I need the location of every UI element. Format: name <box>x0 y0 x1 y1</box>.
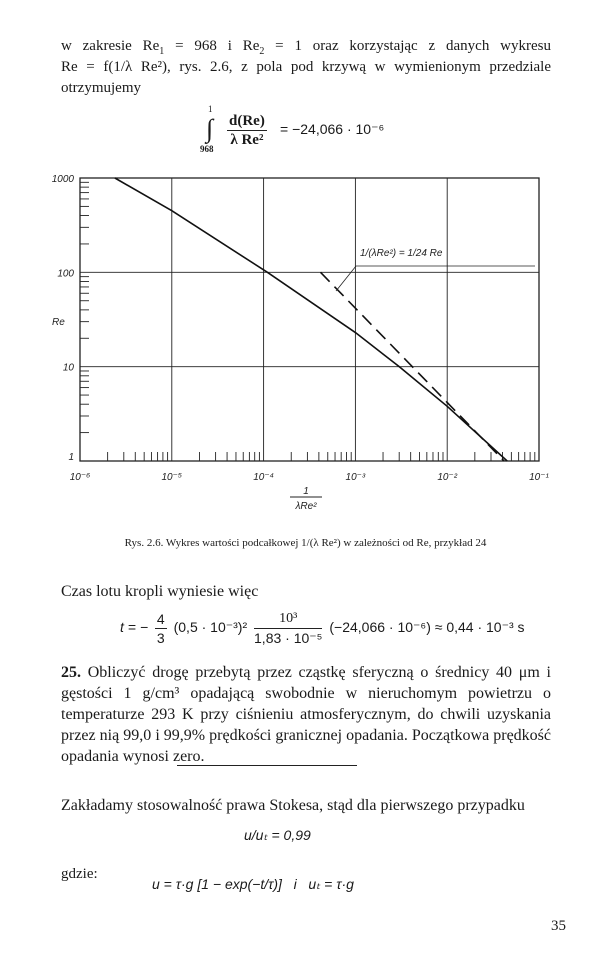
denominator: λ Re² <box>230 132 264 148</box>
x-tick-label: 10⁻¹ <box>529 472 549 483</box>
eq-lhs: t = − <box>120 619 149 636</box>
text: w zakresie Re <box>61 38 160 54</box>
ratio-equation: u/uₜ = 0,99 <box>244 827 311 843</box>
annotation-label: 1/(λRe²) = 1/24 Re <box>360 248 443 259</box>
intro-line-2: Re = f(1/λ Re²), rys. 2.6, z pola pod kr… <box>61 59 551 75</box>
text: = 968 i Re <box>164 38 260 54</box>
x-tick-label: 10⁻⁴ <box>253 472 274 483</box>
problem-25: 25. Obliczyć drogę przebytą przez cząstk… <box>61 662 551 767</box>
curve-solid-line <box>114 177 508 462</box>
x-axis-label-numerator: 1 <box>303 486 309 497</box>
annotation-leader <box>335 265 357 292</box>
x-tick-label: 10⁻⁵ <box>161 472 182 483</box>
y-tick-label: 1000 <box>52 174 75 185</box>
x-tick-label: 10⁻² <box>437 472 457 483</box>
separator-rule <box>177 765 357 766</box>
integral-fraction: d(Re) λ Re² <box>227 112 267 149</box>
gdzie-label: gdzie: <box>61 866 98 882</box>
problem-number: 25. <box>61 664 81 681</box>
denominator: 3 <box>156 630 165 646</box>
velocity-equation: u = τ·g [1 − exp(−t/τ)] i uₜ = τ·g <box>152 876 354 892</box>
numerator: d(Re) <box>227 113 267 131</box>
eq-rhs: (−24,066 · 10⁻⁶) ≈ 0,44 · 10⁻³ s <box>329 619 525 636</box>
denominator: 1,83 · 10⁻⁵ <box>254 630 323 646</box>
x-axis-label-denominator: λRe² <box>294 501 317 512</box>
paragraph-czas: Czas lotu kropli wyniesie więc <box>61 583 259 600</box>
fraction-viscosity: 10³ 1,83 · 10⁻⁵ <box>254 610 323 647</box>
paragraph-stokes: Zakładamy stosowalność prawa Stokesa, st… <box>61 797 525 814</box>
ticks: 10⁻⁶ 10⁻⁵ 10⁻⁴ 10⁻³ 10⁻² 10⁻¹ 1 10 100 1000 <box>52 174 550 483</box>
integral-sign: ∫ <box>206 114 214 143</box>
text: = 1 oraz korzystając z danych wykresu <box>264 38 551 54</box>
intro-paragraph: w zakresie Re1 = 968 i Re2 = 1 oraz korz… <box>61 36 551 99</box>
intro-line-3: otrzymujemy <box>61 80 141 96</box>
x-tick-label: 10⁻³ <box>346 472 366 483</box>
y-axis-label: Re <box>52 317 65 328</box>
subscript: 1 <box>159 46 165 57</box>
integral-result: = −24,066 · 10⁻⁶ <box>280 121 385 137</box>
y-tick-label: 100 <box>57 268 74 279</box>
problem-text: Obliczyć drogę przebytą przez cząstkę sf… <box>61 664 551 765</box>
integral-lower-limit: 968 <box>200 144 214 154</box>
integral-upper-limit: 1 <box>208 104 213 114</box>
figure-caption: Rys. 2.6. Wykres wartości podcałkowej 1/… <box>124 537 487 549</box>
series <box>114 177 508 462</box>
x-tick-label: 10⁻⁶ <box>70 472 91 483</box>
numerator: 10³ <box>254 610 323 629</box>
eq-middle: (0,5 · 10⁻³)² <box>173 619 248 636</box>
page-number: 35 <box>551 918 566 934</box>
y-tick-label: 1 <box>68 452 74 463</box>
y-tick-label: 10 <box>63 363 75 374</box>
grid <box>79 177 540 462</box>
subscript: 2 <box>259 46 265 57</box>
intro-line-1: w zakresie Re1 = 968 i Re2 = 1 oraz korz… <box>61 36 551 57</box>
numerator: 4 <box>154 611 167 629</box>
stokes-dashed-line <box>319 271 505 462</box>
plot-frame <box>79 177 540 462</box>
